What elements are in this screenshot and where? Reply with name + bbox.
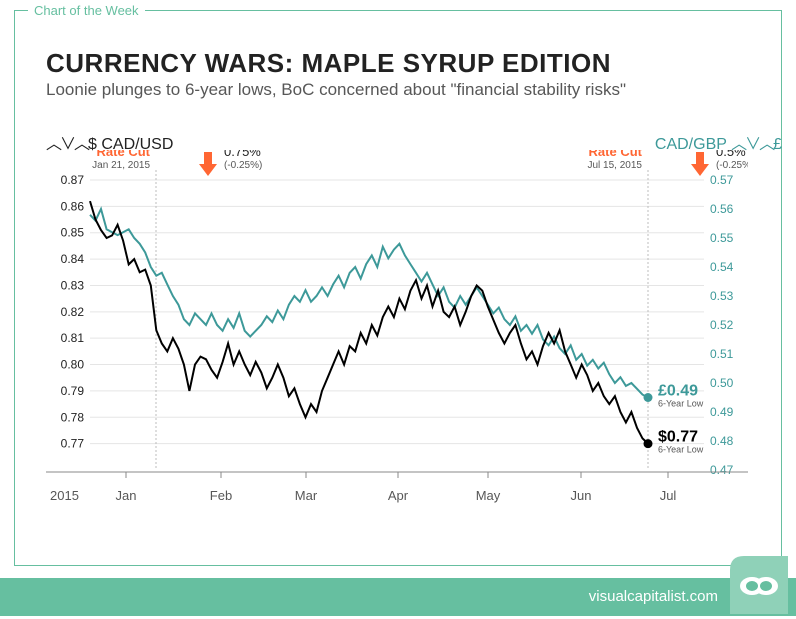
svg-text:0.50: 0.50 — [710, 376, 734, 390]
svg-text:0.52: 0.52 — [710, 318, 734, 332]
svg-text:Jan 21, 2015: Jan 21, 2015 — [92, 160, 150, 171]
svg-text:0.54: 0.54 — [710, 260, 734, 274]
svg-text:May: May — [476, 488, 501, 503]
svg-text:0.83: 0.83 — [61, 278, 85, 292]
svg-text:Jan: Jan — [116, 488, 137, 503]
svg-text:0.53: 0.53 — [710, 289, 734, 303]
svg-text:0.81: 0.81 — [61, 331, 85, 345]
svg-text:0.47: 0.47 — [710, 463, 734, 477]
svg-text:6-Year Low: 6-Year Low — [658, 445, 704, 455]
svg-text:0.77: 0.77 — [61, 437, 85, 451]
svg-text:0.80: 0.80 — [61, 358, 85, 372]
svg-text:0.85: 0.85 — [61, 226, 85, 240]
svg-text:Feb: Feb — [210, 488, 232, 503]
svg-text:0.79: 0.79 — [61, 384, 85, 398]
section-label: Chart of the Week — [28, 3, 145, 18]
svg-text:0.49: 0.49 — [710, 405, 734, 419]
svg-text:0.82: 0.82 — [61, 305, 85, 319]
svg-text:6-Year Low: 6-Year Low — [658, 399, 704, 409]
svg-text:Jul: Jul — [660, 488, 677, 503]
svg-text:Jun: Jun — [571, 488, 592, 503]
svg-text:Apr: Apr — [388, 488, 409, 503]
svg-text:0.78: 0.78 — [61, 410, 85, 424]
svg-text:0.87: 0.87 — [61, 173, 85, 187]
svg-text:0.84: 0.84 — [61, 252, 85, 266]
svg-text:0.86: 0.86 — [61, 199, 85, 213]
svg-text:(-0.25%): (-0.25%) — [224, 160, 262, 171]
svg-text:Mar: Mar — [295, 488, 318, 503]
svg-text:0.75%: 0.75% — [224, 150, 261, 159]
svg-text:0.57: 0.57 — [710, 173, 734, 187]
svg-text:0.56: 0.56 — [710, 202, 734, 216]
footer-url: visualcapitalist.com — [589, 578, 718, 616]
chart-title: CURRENCY WARS: MAPLE SYRUP EDITION — [46, 48, 611, 79]
svg-text:0.55: 0.55 — [710, 231, 734, 245]
svg-text:0.48: 0.48 — [710, 434, 734, 448]
svg-text:(-0.25%): (-0.25%) — [716, 160, 748, 171]
svg-text:2015: 2015 — [50, 488, 79, 503]
svg-text:0.51: 0.51 — [710, 347, 734, 361]
svg-text:£0.49: £0.49 — [658, 383, 698, 400]
svg-text:Rate Cut: Rate Cut — [97, 150, 151, 159]
svg-text:Jul 15, 2015: Jul 15, 2015 — [588, 160, 643, 171]
line-chart: 0.77 0.78 0.79 0.80 0.81 0.82 0.83 0.84 0.85 0.86… — [46, 150, 748, 520]
svg-text:$0.77: $0.77 — [658, 429, 698, 446]
svg-text:0.5%: 0.5% — [716, 150, 746, 159]
chart-subtitle: Loonie plunges to 6-year lows, BoC conce… — [46, 80, 626, 100]
svg-text:Rate Cut: Rate Cut — [589, 150, 643, 159]
brand-logo — [730, 556, 788, 614]
